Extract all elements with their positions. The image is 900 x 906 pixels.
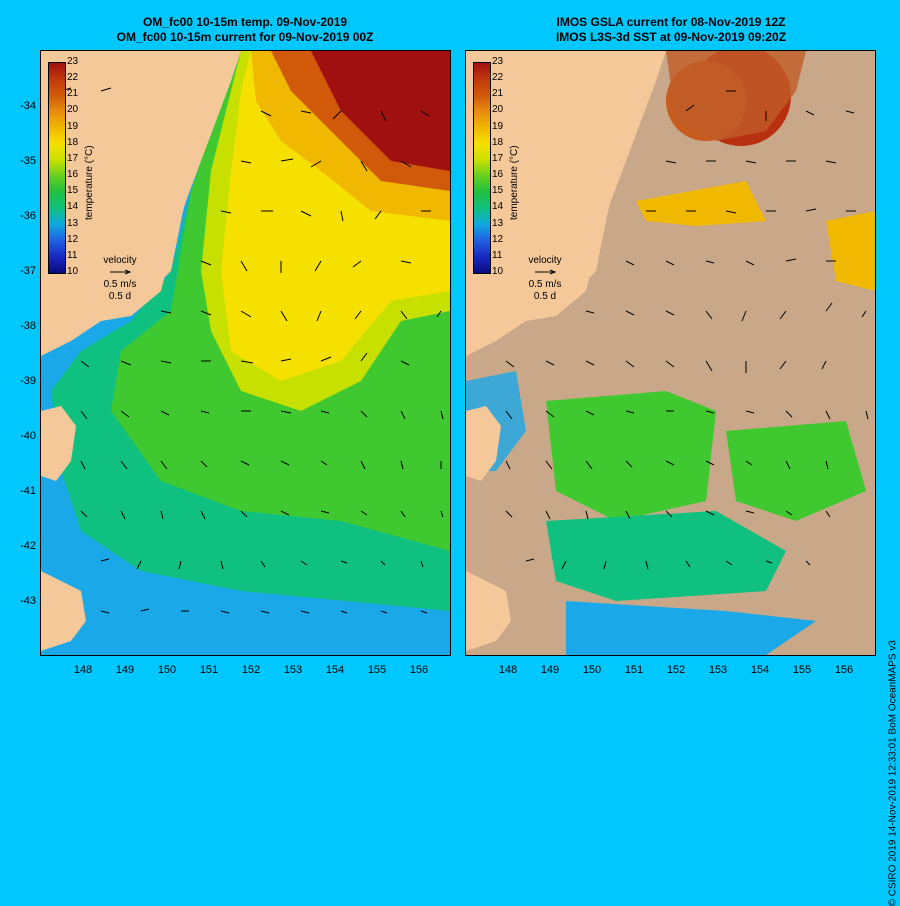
right-map-svg [466,51,875,655]
right-velocity-arrows [505,90,869,570]
colorbar-tick-label: 21 [492,88,504,100]
velocity-key-label: velocity [528,255,562,266]
velocity-key-duration: 0.5 d [533,291,557,302]
y-tick-label: -36 [20,210,36,222]
velocity-key-duration: 0.5 d [108,291,132,302]
colorbar-tick-label: 23 [492,56,504,67]
colorbar-tick-label: 18 [67,136,79,148]
colorbar-tick-label: 20 [67,104,79,116]
left-velocity-key: velocity 0.5 m/s 0.5 d [90,255,150,303]
velocity-key-speed: 0.5 m/s [103,279,137,290]
left-panel-title: OM_fc00 10-15m temp. 09-Nov-2019 OM_fc00… [40,15,450,45]
x-tick-label: 152 [241,664,261,676]
x-tick-label: 150 [157,664,177,676]
y-tick-label: -39 [20,375,36,387]
colorbar-tick-label: 15 [67,185,79,197]
credit-text: © CSIRO 2019 14-Nov-2019 12:33:01 BoM Oc… [887,640,898,906]
velocity-key-arrow [90,267,150,279]
colorbar-tick-label: 18 [492,136,504,148]
colorbar-tick-label: 13 [67,217,79,229]
x-tick-label: 154 [750,664,770,676]
colorbar-tick-label: 12 [492,233,504,245]
velocity-key-label: velocity [103,255,137,266]
right-colorbar-title: temperature (°C) [509,145,520,220]
x-tick-label: 153 [283,664,303,676]
colorbar-tick-label: 21 [67,88,79,100]
colorbar-tick-label: 14 [67,201,79,213]
x-tick-label: 155 [367,664,387,676]
y-tick-label: -38 [20,320,36,332]
y-tick-label: -40 [20,430,36,442]
colorbar-tick-label: 10 [492,266,504,277]
colorbar-tick-label: 16 [492,169,504,181]
x-tick-label: 154 [325,664,345,676]
x-tick-label: 155 [792,664,812,676]
left-colorbar [48,62,66,274]
colorbar-tick-label: 19 [67,120,79,132]
colorbar-tick-label: 13 [492,217,504,229]
velocity-key-speed: 0.5 m/s [528,279,562,290]
x-tick-label: 148 [73,664,93,676]
x-tick-label: 151 [199,664,219,676]
colorbar-tick-label: 16 [67,169,79,181]
right-map-panel[interactable] [465,50,876,656]
y-tick-label: -43 [20,595,36,607]
right-velocity-key: velocity 0.5 m/s 0.5 d [515,255,575,303]
colorbar-tick-label: 11 [67,249,78,261]
colorbar-tick-label: 17 [67,152,79,164]
velocity-key-arrow [515,267,575,279]
right-title-line2: IMOS L3S-3d SST at 09-Nov-2019 09:20Z [555,30,787,44]
x-tick-label: 149 [540,664,560,676]
x-tick-label: 149 [115,664,135,676]
colorbar-tick-label: 22 [492,72,504,84]
colorbar-tick-label: 17 [492,152,504,164]
colorbar-tick-label: 10 [67,266,79,277]
colorbar-tick-label: 22 [67,72,79,84]
right-colorbar [473,62,491,274]
left-velocity-arrows [60,87,444,614]
colorbar-tick-label: 12 [67,233,79,245]
x-tick-label: 153 [708,664,728,676]
y-tick-label: -37 [20,265,36,277]
right-panel-title: IMOS GSLA current for 08-Nov-2019 12Z IM… [466,15,876,45]
y-tick-label: -34 [20,100,36,112]
colorbar-tick-label: 20 [492,104,504,116]
left-title-line2: OM_fc00 10-15m current for 09-Nov-2019 0… [116,30,374,44]
colorbar-tick-label: 15 [492,185,504,197]
x-tick-label: 156 [834,664,854,676]
y-tick-label: -41 [20,485,36,497]
x-tick-label: 156 [409,664,429,676]
left-map-panel[interactable] [40,50,451,656]
left-map-svg [41,51,450,655]
colorbar-tick-label: 11 [492,249,503,261]
x-tick-label: 150 [582,664,602,676]
colorbar-tick-label: 19 [492,120,504,132]
left-title-line1: OM_fc00 10-15m temp. 09-Nov-2019 [142,15,348,29]
colorbar-tick-label: 23 [67,56,79,67]
colorbar-tick-label: 14 [492,201,504,213]
x-tick-label: 151 [624,664,644,676]
right-title-line1: IMOS GSLA current for 08-Nov-2019 12Z [556,15,786,29]
left-colorbar-title: temperature (°C) [84,145,95,220]
y-tick-label: -42 [20,540,36,552]
y-tick-label: -35 [20,155,36,167]
x-tick-label: 148 [498,664,518,676]
x-tick-label: 152 [666,664,686,676]
